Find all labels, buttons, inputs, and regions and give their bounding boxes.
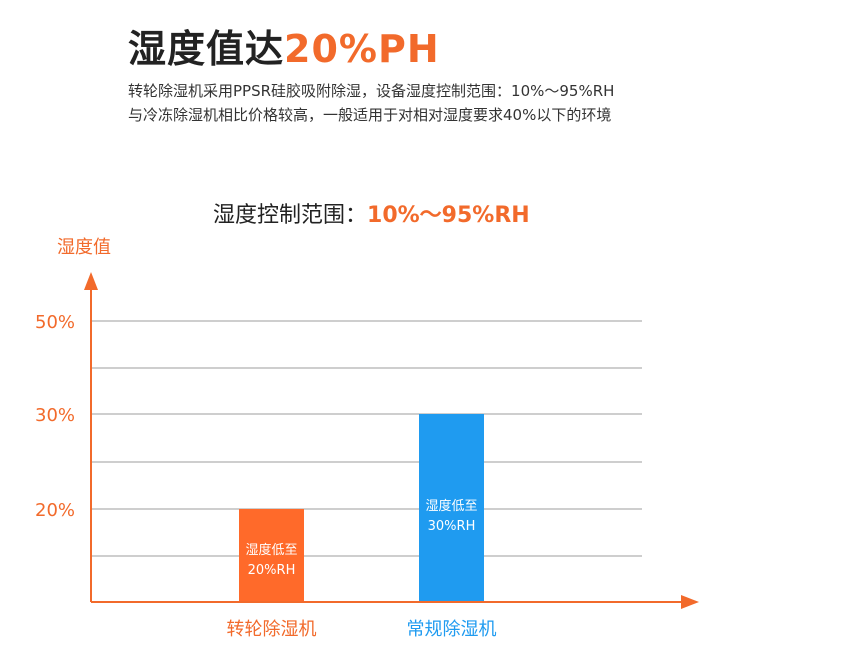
description-line-2: 与冷冻除湿机相比价格较高，一般适用于对相对湿度要求40%以下的环境 [128, 106, 612, 124]
title-main: 湿度值达 [128, 27, 285, 71]
y-axis-arrow [84, 272, 98, 290]
bar-label: 湿度低至 [425, 498, 477, 514]
gridlines [91, 320, 642, 557]
y-tick-label: 20% [35, 500, 75, 521]
description-line-1: 转轮除湿机采用PPSR硅胶吸附除湿，设备湿度控制范围：10%～95%RH [128, 82, 615, 100]
range-value: 10%～95%RH [367, 203, 530, 228]
description: 转轮除湿机采用PPSR硅胶吸附除湿，设备湿度控制范围：10%～95%RH 与冷冻… [128, 79, 614, 127]
y-ticks: 50% 30% 20% [35, 312, 75, 521]
page-title: 湿度值达20%PH [128, 18, 440, 73]
bar [239, 509, 304, 602]
bar [419, 414, 484, 602]
x-axis-arrow [681, 595, 699, 609]
range-title: 湿度控制范围：10%～95%RH [213, 197, 530, 229]
y-axis-label: 湿度值 [57, 237, 111, 258]
x-categories: 转轮除湿机 常规除湿机 [227, 619, 497, 640]
x-category-label: 常规除湿机 [407, 619, 497, 640]
bars: 湿度低至 20%RH 湿度低至 30%RH [239, 414, 484, 602]
x-category-label: 转轮除湿机 [227, 619, 317, 640]
axes [84, 272, 699, 609]
bar-label: 湿度低至 [245, 542, 297, 558]
bar-label: 20%RH [248, 563, 296, 578]
y-tick-label: 30% [35, 405, 75, 426]
bar-label: 30%RH [428, 519, 476, 534]
y-tick-label: 50% [35, 312, 75, 333]
range-label: 湿度控制范围： [213, 203, 368, 228]
title-accent: 20%PH [284, 27, 440, 71]
